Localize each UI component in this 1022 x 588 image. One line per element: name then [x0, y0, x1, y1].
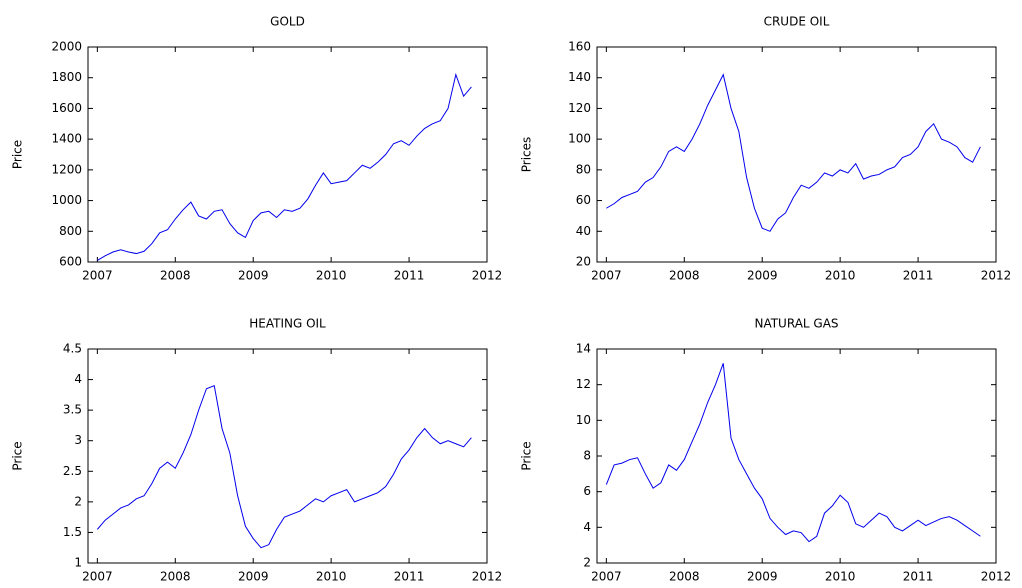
- y-tick-label: 140: [568, 70, 591, 84]
- x-tick-label: 2011: [903, 570, 934, 584]
- y-tick-label: 1000: [51, 193, 82, 207]
- price-line: [605, 363, 981, 543]
- y-tick-label: 2000: [51, 40, 82, 54]
- y-tick-label: 1800: [51, 70, 82, 84]
- x-tick-label: 2009: [747, 269, 778, 283]
- y-tick-label: 4: [583, 520, 591, 534]
- y-tick-label: 12: [576, 377, 591, 391]
- y-tick-label: 8: [583, 449, 591, 463]
- y-tick-label: 2.5: [63, 464, 82, 478]
- price-line: [96, 385, 472, 549]
- y-axis-label: Price: [520, 441, 534, 470]
- x-tick-label: 2008: [160, 269, 191, 283]
- chart-title: NATURAL GAS: [754, 317, 838, 331]
- x-tick-label: 2011: [903, 269, 934, 283]
- x-tick-label: 2007: [591, 269, 622, 283]
- y-tick-label: 1200: [51, 162, 82, 176]
- y-axis-label: Prices: [520, 137, 534, 173]
- y-axis-label: Price: [11, 140, 25, 169]
- price-line: [606, 73, 981, 232]
- x-tick-label: 2007: [82, 570, 113, 584]
- x-tick-label: 2012: [981, 570, 1012, 584]
- y-tick-label: 2: [74, 494, 82, 508]
- y-tick-label: 160: [568, 40, 591, 54]
- chart-title: HEATING OIL: [249, 317, 326, 331]
- y-tick-label: 800: [59, 224, 82, 238]
- x-tick-label: 2008: [669, 269, 700, 283]
- x-tick-label: 2010: [825, 570, 856, 584]
- x-tick-label: 2009: [238, 570, 269, 584]
- x-tick-label: 2007: [591, 570, 622, 584]
- y-tick-label: 4: [74, 372, 82, 386]
- plot-frame: [87, 46, 488, 263]
- y-tick-label: 3: [74, 433, 82, 447]
- x-tick-label: 2011: [394, 269, 425, 283]
- x-tick-label: 2010: [825, 269, 856, 283]
- plot-frame: [596, 46, 997, 263]
- y-tick-label: 600: [59, 255, 82, 269]
- y-tick-label: 1.5: [63, 525, 82, 539]
- x-tick-label: 2008: [669, 570, 700, 584]
- chart-title: GOLD: [270, 15, 305, 29]
- y-axis-label: Price: [11, 441, 25, 470]
- x-tick-label: 2012: [981, 269, 1012, 283]
- y-tick-label: 1600: [51, 101, 82, 115]
- y-tick-label: 1400: [51, 132, 82, 146]
- y-tick-label: 40: [576, 224, 591, 238]
- y-tick-label: 4.5: [63, 342, 82, 356]
- chart-title: CRUDE OIL: [764, 15, 830, 29]
- x-tick-label: 2008: [160, 570, 191, 584]
- plot-frame: [87, 348, 488, 564]
- x-tick-label: 2012: [472, 269, 503, 283]
- y-tick-label: 60: [576, 193, 591, 207]
- price-line: [97, 72, 472, 261]
- x-tick-label: 2012: [472, 570, 503, 584]
- x-tick-label: 2009: [747, 570, 778, 584]
- x-tick-label: 2011: [394, 570, 425, 584]
- y-tick-label: 120: [568, 101, 591, 115]
- plot-frame: [596, 348, 997, 564]
- y-tick-label: 80: [576, 162, 591, 176]
- y-tick-label: 1: [74, 556, 82, 570]
- y-tick-label: 10: [576, 413, 591, 427]
- y-tick-label: 14: [576, 342, 591, 356]
- x-tick-label: 2009: [238, 269, 269, 283]
- y-tick-label: 3.5: [63, 403, 82, 417]
- y-tick-label: 2: [583, 556, 591, 570]
- y-tick-label: 6: [583, 484, 591, 498]
- x-tick-label: 2010: [316, 269, 347, 283]
- x-tick-label: 2010: [316, 570, 347, 584]
- y-tick-label: 20: [576, 255, 591, 269]
- x-tick-label: 2007: [82, 269, 113, 283]
- y-tick-label: 100: [568, 132, 591, 146]
